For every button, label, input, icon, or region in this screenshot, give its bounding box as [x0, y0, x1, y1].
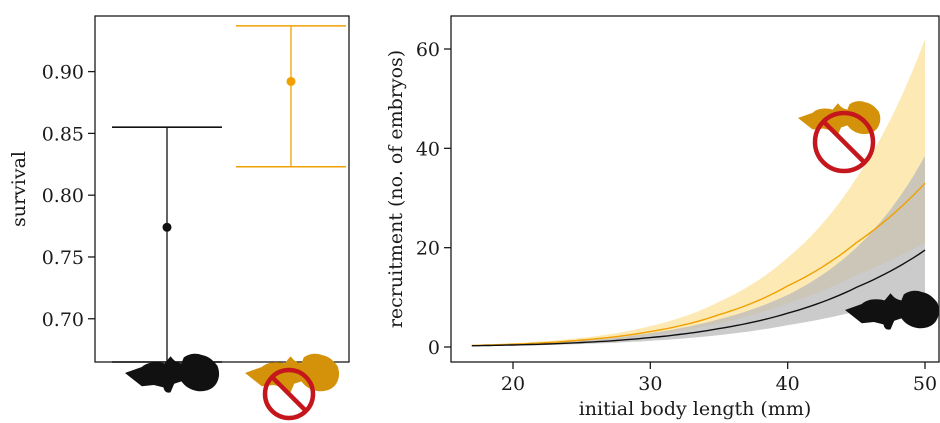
recruitment-x-axis-title: initial body length (mm) [579, 398, 812, 420]
survival-y-ticks: 0.70 0.75 0.80 0.85 0.90 [42, 62, 95, 331]
survival-estimates [112, 25, 346, 363]
survival-y-tick-label: 0.85 [42, 123, 84, 145]
recruitment-fit-line [471, 249, 926, 347]
survival-panel: 0.70 0.75 0.80 0.85 0.90 survival [8, 15, 350, 421]
recruitment-fit-lines [471, 182, 926, 347]
recruitment-confidence-bands [471, 39, 925, 347]
recruitment-confidence-band [471, 155, 925, 347]
guppy-silhouette-icon [125, 353, 220, 393]
survival-y-tick-label: 0.80 [42, 185, 84, 207]
survival-y-tick-label: 0.75 [42, 247, 84, 269]
survival-point [162, 222, 172, 232]
survival-y-tick-label: 0.70 [42, 309, 84, 331]
recruitment-confidence-band [471, 39, 925, 346]
recruitment-fit-line [471, 182, 926, 347]
recruitment-x-tick-label: 20 [501, 373, 525, 395]
survival-panel-border [94, 15, 350, 363]
survival-y-tick-label: 0.90 [42, 62, 84, 84]
recruitment-y-tick-label: 0 [428, 337, 440, 359]
recruitment-y-tick-label: 60 [416, 39, 440, 61]
recruitment-x-ticks: 20 30 40 50 [501, 362, 937, 395]
recruitment-y-tick-label: 20 [416, 238, 440, 260]
recruitment-x-tick-label: 40 [776, 373, 800, 395]
recruitment-panel: 0 20 40 60 20 30 40 50 recruitment (no. of emb… [385, 15, 940, 420]
survival-point [286, 76, 296, 86]
recruitment-panel-border [450, 15, 940, 363]
recruitment-y-axis-title: recruitment (no. of embryos) [385, 50, 407, 328]
guppy-prohibited-icon [245, 353, 340, 421]
survival-y-axis-title: survival [8, 151, 30, 227]
recruitment-x-tick-label: 30 [638, 373, 662, 395]
recruitment-y-ticks: 0 20 40 60 [416, 39, 451, 359]
guppy-prohibited-icon [798, 101, 881, 174]
recruitment-x-tick-label: 50 [913, 373, 937, 395]
recruitment-y-tick-label: 40 [416, 138, 440, 160]
